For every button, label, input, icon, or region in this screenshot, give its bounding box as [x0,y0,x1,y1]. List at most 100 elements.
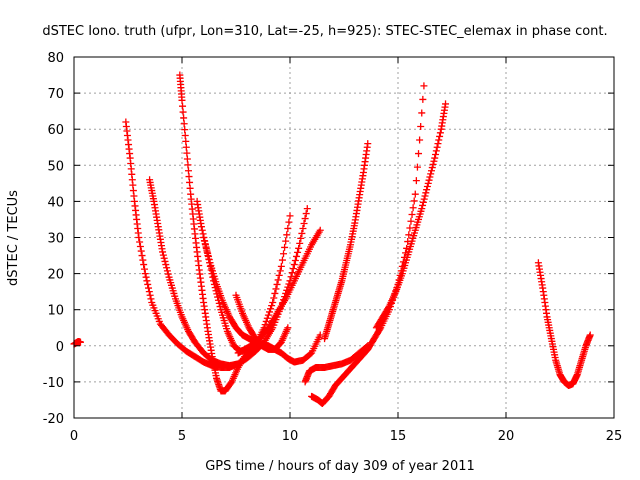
y-axis-label: dSTEC / TECUs [6,190,21,286]
data-point-marker [138,252,146,260]
x-tick-label: 25 [606,429,623,444]
data-point-marker [303,205,311,213]
series-arc-4 [176,71,251,395]
y-tick-label: 80 [47,51,64,66]
x-axis-label: GPS time / hours of day 309 of year 2011 [205,459,475,474]
data-point-marker [180,114,188,122]
data-point-marker [426,173,434,181]
data-point-marker [442,100,450,108]
data-point-marker [137,247,145,255]
data-point-marker [419,198,427,206]
data-point-marker [415,150,423,158]
data-point-marker [143,277,151,285]
x-tick-label: 20 [498,429,515,444]
series-arc-9 [301,342,372,386]
data-point-marker [409,204,417,212]
data-point-marker [295,244,303,252]
data-point-marker [263,314,271,322]
grid-lines [74,57,614,418]
data-point-marker [147,295,155,303]
data-point-marker [297,234,305,242]
data-point-marker [280,250,288,258]
data-point-marker [432,150,440,158]
y-tick-label: 0 [56,340,64,355]
data-point-marker [264,311,272,319]
series-arc-8 [234,226,324,357]
series-arc-10 [308,82,428,408]
y-tick-label: 20 [47,268,64,283]
data-point-marker [146,291,154,299]
data-point-marker [183,155,191,163]
data-point-marker [283,231,291,239]
data-point-marker [163,264,171,272]
data-point-marker [423,186,431,194]
data-point-marker [140,261,148,269]
data-point-marker [419,201,427,209]
data-point-marker [418,109,426,117]
data-point-marker [135,234,143,241]
y-tick-label: 40 [47,195,64,210]
data-point-marker [286,212,294,220]
data-point-marker [180,120,188,128]
data-point-marker [432,147,440,155]
data-point-marker [427,170,435,178]
data-point-marker [136,238,144,246]
data-point-marker [136,243,144,251]
data-point-marker [420,195,428,203]
data-point-marker [430,157,438,165]
data-point-marker [186,178,194,186]
data-point-marker [302,210,310,218]
data-point-marker [436,132,444,140]
data-point-marker [204,249,212,257]
data-point-marker [277,262,285,270]
data-point-marker [184,161,192,169]
data-point-marker [179,102,187,110]
data-point-marker [265,308,273,316]
data-point-marker [161,257,169,265]
data-point-marker [412,177,420,185]
data-point-marker [200,234,208,241]
chart-title: dSTEC Iono. truth (ufpr, Lon=310, Lat=-2… [42,24,607,39]
data-point-marker [364,140,372,148]
data-point-marker [145,288,153,296]
data-point-marker [586,331,594,339]
data-point-marker [164,270,172,278]
data-point-marker [183,149,191,157]
data-point-marker [416,136,424,144]
data-point-marker [292,252,300,260]
data-point-marker [296,239,304,247]
data-point-marker [301,215,309,223]
data-point-marker [162,261,170,269]
y-tick-label: 70 [47,87,64,102]
data-point-marker [182,143,190,151]
data-point-marker [434,140,442,148]
data-point-marker [418,205,426,213]
data-point-marker [420,82,428,90]
data-point-marker [274,276,282,284]
data-point-marker [201,240,209,248]
data-point-marker [160,254,168,262]
data-point-marker [262,317,270,325]
data-point-marker [269,298,277,306]
data-point-marker [433,143,441,151]
data-point-marker [202,243,210,251]
data-point-marker [278,256,286,264]
series-arc-11 [321,140,372,343]
data-point-marker [407,217,415,225]
data-point-marker [436,129,444,137]
data-point-marker [276,267,284,275]
series-arc-12 [372,100,450,332]
x-tick-label: 0 [70,429,78,444]
data-point-marker [185,173,193,181]
data-point-marker [181,126,189,134]
data-point-marker [205,256,213,264]
data-point-marker [270,294,278,302]
x-tick-label: 5 [178,429,186,444]
data-point-marker [410,197,418,205]
data-point-marker [427,167,435,175]
data-point-marker [300,220,308,228]
data-point-marker [184,167,192,175]
data-point-marker [411,190,419,198]
data-point-marker [422,189,430,197]
axis-ticks: 0 5 10 15 20 25 -20 -10 0 10 20 30 40 50 60 70 80 [43,51,623,444]
